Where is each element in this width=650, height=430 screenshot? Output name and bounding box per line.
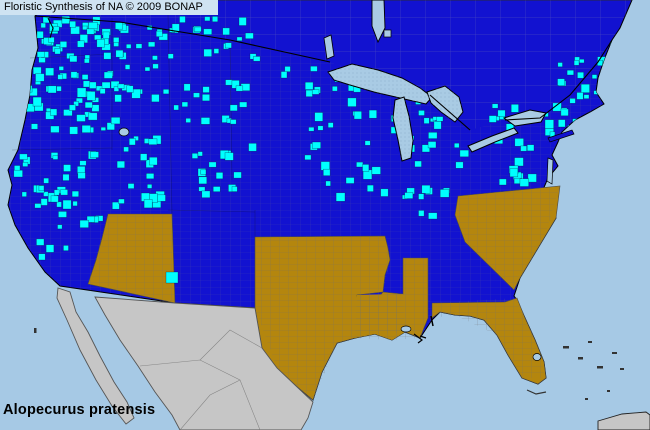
lake-winnipeg	[323, 34, 335, 60]
chesapeake-bay	[546, 157, 554, 185]
lake-nipigon	[383, 29, 392, 38]
cuba	[597, 411, 650, 430]
us-canada-border	[34, 15, 613, 131]
mexico-landmass	[94, 296, 314, 430]
great-salt-lake	[118, 127, 130, 137]
lake-okeechobee	[532, 353, 542, 361]
small-water-features	[47, 0, 575, 395]
james-bay	[371, 0, 386, 44]
map-title: Floristic Synthesis of NA © 2009 BONAP	[0, 0, 218, 15]
puget-sound	[47, 17, 54, 39]
mobile-bay	[430, 315, 434, 327]
lake-pontchartrain	[400, 325, 412, 333]
guadalupe-island	[34, 328, 37, 333]
species-label: Alopecurus pratensis	[3, 402, 156, 418]
mexico-state-lines	[139, 329, 263, 430]
great-lakes-stipple	[328, 64, 463, 161]
canada-districts-texture	[30, 0, 632, 130]
bahamas-islands	[563, 341, 624, 400]
florida-keys	[526, 389, 547, 395]
absent-region-texture	[88, 186, 560, 400]
baja-california	[56, 287, 135, 425]
long-island	[547, 129, 575, 143]
mississippi-delta	[413, 333, 427, 344]
lake-erie	[467, 127, 519, 153]
lake-ontario	[502, 109, 547, 127]
